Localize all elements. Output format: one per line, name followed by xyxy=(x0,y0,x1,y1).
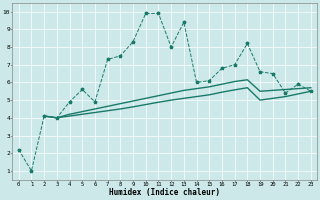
X-axis label: Humidex (Indice chaleur): Humidex (Indice chaleur) xyxy=(109,188,220,197)
